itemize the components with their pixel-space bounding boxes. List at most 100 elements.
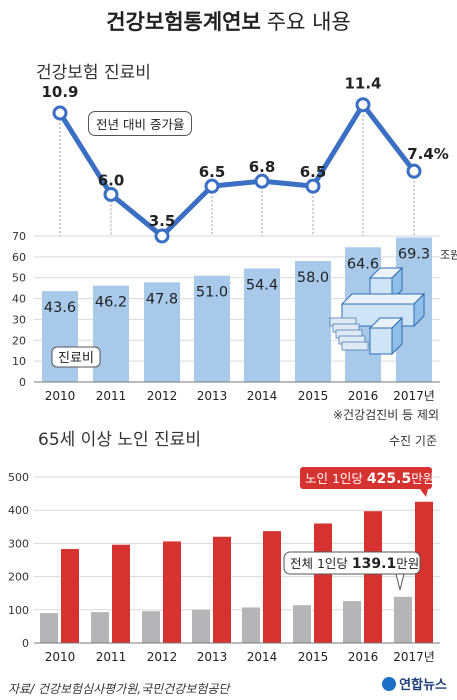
- infographic-title: 건강보험통계연보 주요 내용: [0, 6, 457, 36]
- elderly-callout-prefix: 노인 1인당: [305, 471, 367, 486]
- overall-callout-value: 139.1: [352, 556, 396, 572]
- care-cost-value-label: 51.0: [196, 285, 228, 301]
- elderly-y-tick-label: 400: [8, 504, 29, 517]
- chart1-title: 건강보험 진료비: [36, 63, 151, 83]
- overall-per-capita-bar: [343, 601, 361, 643]
- elderly-per-capita-bar: [314, 523, 332, 643]
- overall-callout-pointer: [395, 573, 405, 591]
- growth-rate-label: 6.0: [98, 171, 125, 189]
- bar-y-tick-label: 70: [12, 230, 26, 243]
- bar-x-tick-label: 2013: [197, 389, 228, 403]
- bar-y-tick-label: 0: [19, 376, 26, 389]
- overall-callout-box: [283, 551, 421, 575]
- yonhap-logo-icon: [382, 677, 397, 691]
- overall-per-capita-bar: [293, 605, 311, 643]
- elderly-callout-text: 노인 1인당 425.5만원: [305, 471, 434, 487]
- elderly-per-capita-bar: [112, 544, 130, 643]
- growth-rate-point: [254, 173, 270, 189]
- care-cost-bar: [144, 282, 180, 382]
- overall-per-capita-bar: [91, 612, 109, 643]
- elderly-per-capita-bar: [364, 511, 382, 643]
- elderly-x-tick-label: 2012: [147, 650, 178, 664]
- bar-y-tick-label: 30: [12, 313, 26, 326]
- medical-cross-icon: [340, 266, 426, 356]
- elderly-x-tick-label: 2014: [247, 650, 278, 664]
- money-bundle: [341, 341, 369, 351]
- bar-x-tick-label: 2015: [298, 389, 329, 403]
- growth-rate-label: 6.8: [249, 158, 276, 176]
- care-cost-legend-label: 진료비: [58, 351, 94, 366]
- growth-rate-label: 7.4%: [407, 145, 449, 163]
- growth-rate-point: [52, 105, 68, 121]
- elderly-x-tick-label: 2013: [197, 650, 228, 664]
- care-cost-value-label: 58.0: [297, 270, 329, 286]
- care-cost-value-label: 64.6: [347, 256, 379, 272]
- growth-rate-label: 11.4: [344, 75, 381, 93]
- growth-rate-point: [406, 163, 422, 179]
- elderly-x-tick-label: 2015: [298, 650, 329, 664]
- growth-rate-point: [305, 178, 321, 194]
- care-cost-legend-box: [51, 346, 101, 368]
- care-cost-value-label: 43.6: [44, 300, 76, 316]
- overall-per-capita-bar: [242, 607, 260, 643]
- elderly-per-capita-bar: [61, 549, 79, 643]
- growth-rate-callout: 전년 대비 증가율: [88, 111, 193, 136]
- care-cost-bar: [93, 285, 129, 382]
- elderly-y-tick-label: 500: [8, 471, 29, 484]
- elderly-y-tick-label: 100: [8, 604, 29, 617]
- care-cost-value-label: 69.3: [398, 246, 430, 262]
- care-cost-value-label: 47.8: [146, 291, 178, 307]
- bar-x-tick-label: 2012: [147, 389, 178, 403]
- elderly-y-tick-label: 0: [22, 637, 29, 650]
- source-note: 자료/ 건강보험심사평가원,국민건강보험공단: [8, 682, 230, 696]
- bar-y-tick-label: 10: [12, 355, 26, 368]
- care-cost-value-label: 54.4: [246, 278, 278, 294]
- overall-callout-text: 전체 1인당 139.1만원: [290, 556, 419, 572]
- growth-rate-label: 6.5: [199, 163, 226, 181]
- growth-rate-label: 10.9: [41, 83, 78, 101]
- growth-rate-point: [154, 228, 170, 244]
- chart2-title: 65세 이상 노인 진료비: [38, 430, 201, 450]
- cross-block-top: [340, 293, 426, 305]
- bar-x-tick-label: 2010: [45, 389, 76, 403]
- elderly-y-tick-label: 200: [8, 571, 29, 584]
- title-rest: 주요 내용: [266, 10, 351, 34]
- bar-x-tick-label: 2017년: [393, 389, 435, 403]
- elderly-callout-pointer: [420, 489, 428, 497]
- elderly-x-tick-label: 2016: [348, 650, 379, 664]
- care-cost-bar: [194, 275, 230, 382]
- overall-per-capita-bar: [142, 611, 160, 643]
- bar-x-tick-label: 2016: [348, 389, 379, 403]
- elderly-x-tick-label: 2017년: [393, 650, 435, 664]
- elderly-callout-suffix: 만원: [411, 471, 434, 486]
- overall-per-capita-bar: [192, 609, 210, 643]
- growth-rate-line: [57, 102, 416, 239]
- overall-callout-suffix: 만원: [396, 556, 419, 571]
- bar-y-tick-label: 40: [12, 293, 26, 306]
- yonhap-logo: 연합뉴스: [382, 674, 447, 693]
- care-cost-value-label: 46.2: [95, 295, 127, 311]
- elderly-per-capita-bar: [213, 536, 231, 643]
- bar-x-tick-label: 2014: [247, 389, 278, 403]
- growth-rate-point: [103, 186, 119, 202]
- elderly-per-capita-bar: [415, 501, 433, 643]
- growth-rate-label: 6.5: [300, 163, 327, 181]
- care-cost-unit-label: 조원: [440, 248, 457, 261]
- elderly-callout-box: [300, 467, 432, 489]
- elderly-y-tick-label: 300: [8, 537, 29, 550]
- care-cost-bar: [244, 268, 280, 382]
- growth-rate-label: 3.5: [149, 212, 176, 230]
- title-bold: 건강보험통계연보: [106, 10, 261, 34]
- care-cost-bar: [295, 261, 331, 382]
- cross-block-front: [369, 327, 393, 355]
- bar-y-tick-label: 50: [12, 272, 26, 285]
- exclusion-note: ※건강검진비 등 제외: [332, 408, 439, 422]
- bar-y-tick-label: 20: [12, 334, 26, 347]
- elderly-per-capita-bar: [263, 531, 281, 643]
- elderly-x-tick-label: 2010: [45, 650, 76, 664]
- growth-rate-point: [204, 178, 220, 194]
- yonhap-logo-text: 연합뉴스: [399, 678, 447, 693]
- elderly-per-capita-bar: [163, 541, 181, 643]
- elderly-x-tick-label: 2011: [96, 650, 127, 664]
